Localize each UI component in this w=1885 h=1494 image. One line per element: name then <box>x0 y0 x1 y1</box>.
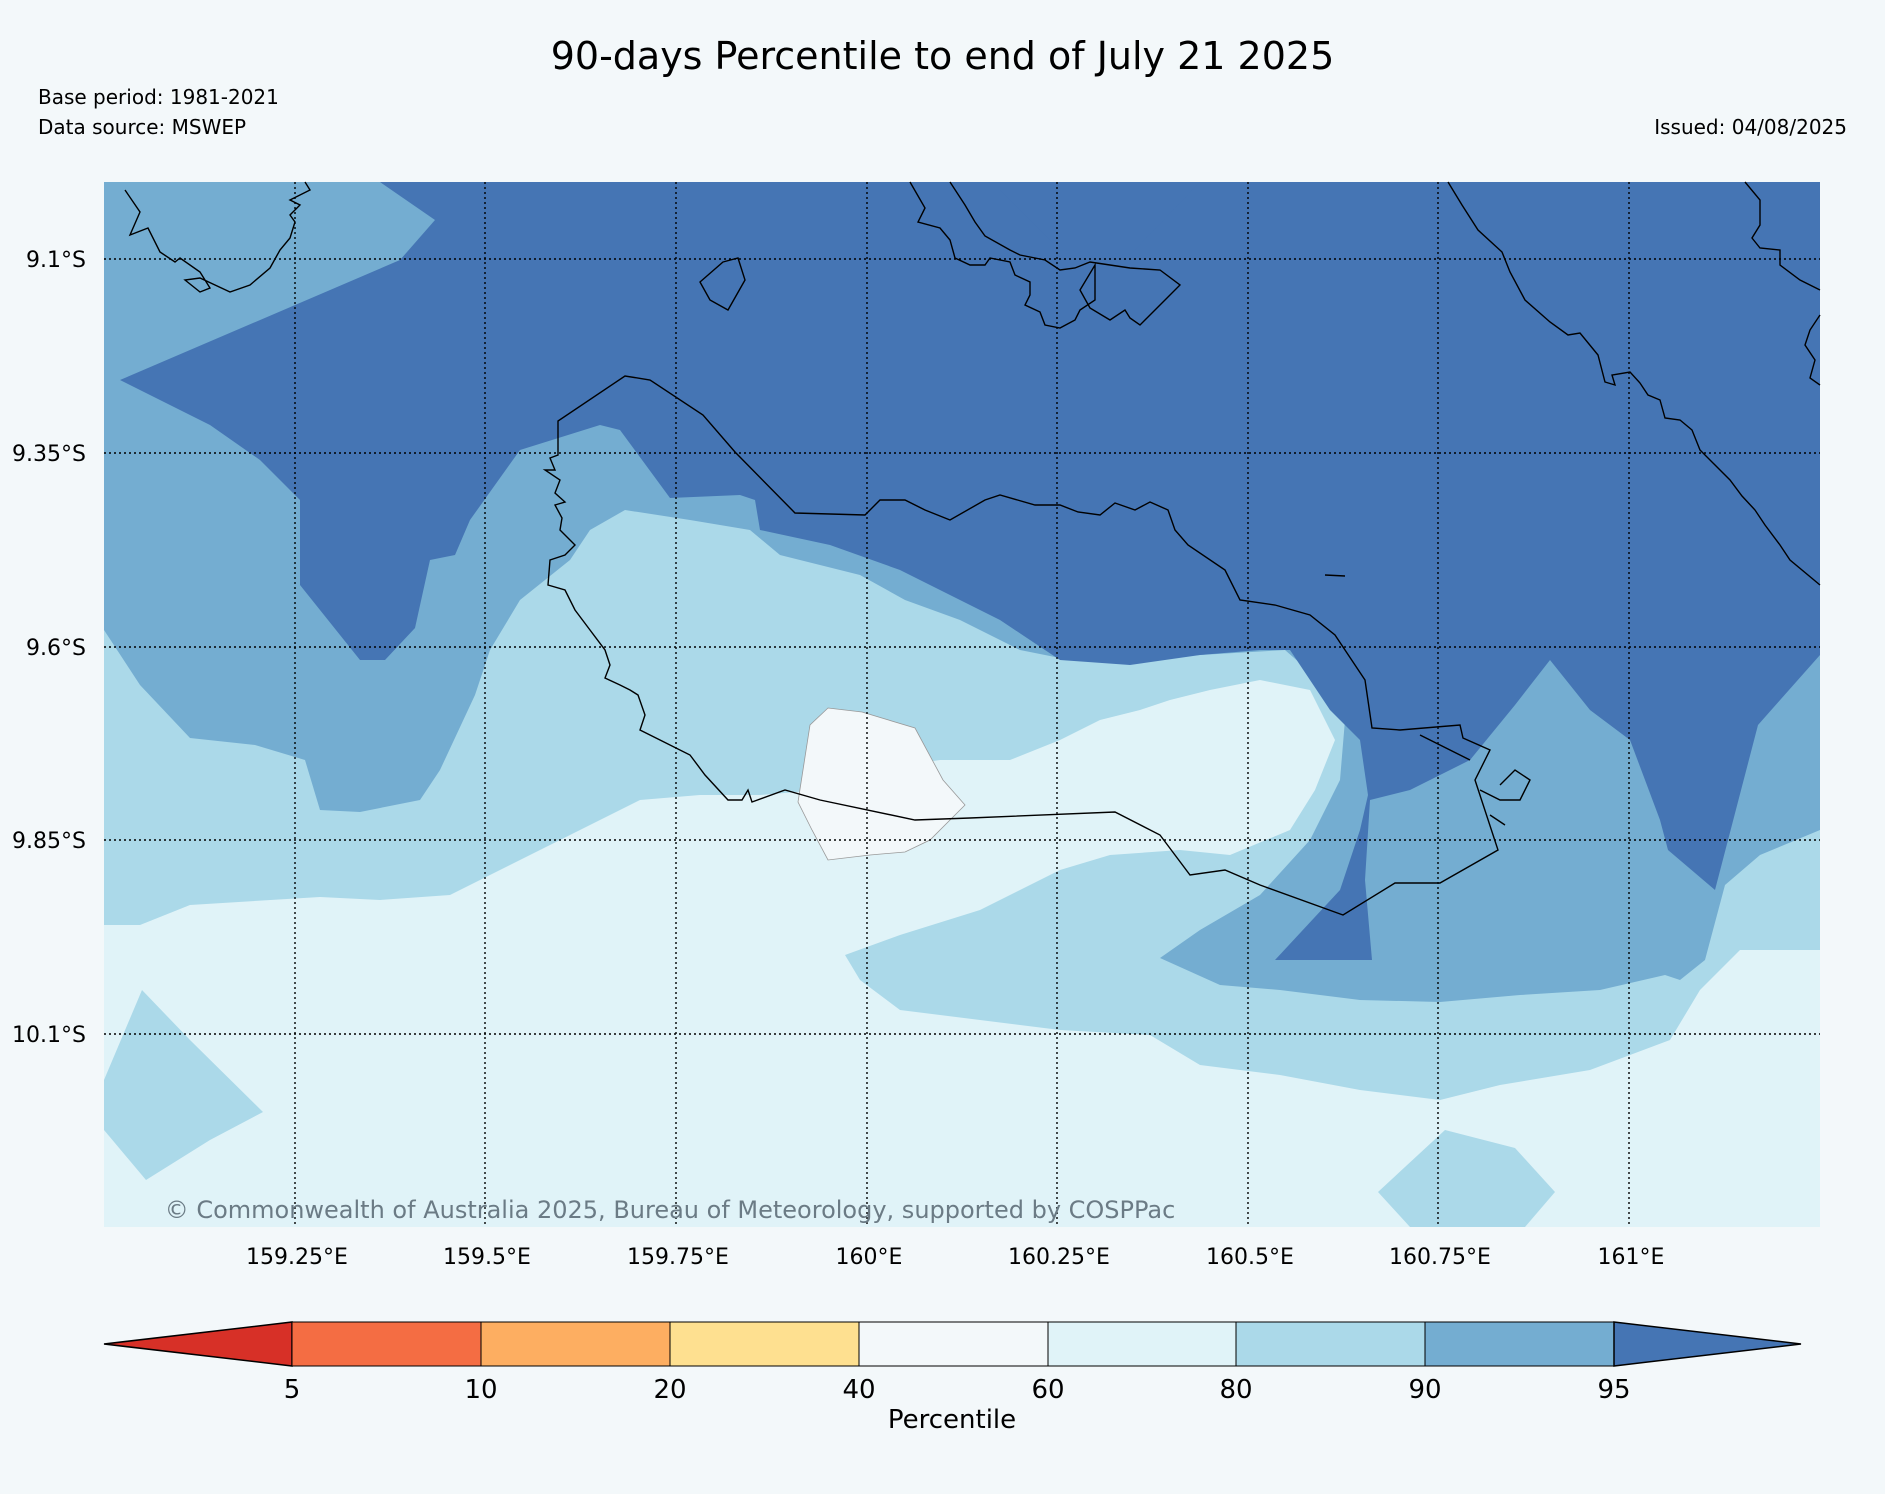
latitude-labels: 9.1°S 9.35°S 9.6°S 9.85°S 10.1°S <box>12 248 86 1048</box>
lat-label-9.6: 9.6°S <box>26 636 86 661</box>
coastline-northwest <box>124 181 312 293</box>
coastline-southeast-islets <box>1419 734 1531 826</box>
map-gridlines <box>104 182 1820 1227</box>
issued-date-text: Issued: 04/08/2025 <box>1654 115 1847 139</box>
longitude-labels: 159.25°E 159.5°E 159.75°E 160°E 160.25°E… <box>246 1245 1664 1270</box>
colorbar-segment-10-20 <box>480 1321 671 1367</box>
colorbar-tick-5: 5 <box>284 1375 301 1405</box>
colorbar-tick-90: 90 <box>1408 1375 1441 1405</box>
colorbar-tick-20: 20 <box>653 1375 686 1405</box>
lon-label-160.5: 160.5°E <box>1206 1245 1294 1270</box>
colorbar-extend-high <box>1613 1321 1802 1367</box>
colorbar-segment-40-60 <box>858 1321 1049 1367</box>
lat-label-9.35: 9.35°S <box>12 442 86 467</box>
contour-island-80-90-south <box>1378 1130 1555 1227</box>
lat-label-9.1: 9.1°S <box>26 248 86 273</box>
colorbar-extend-low <box>103 1321 293 1367</box>
colorbar-segment-5-10 <box>291 1321 482 1367</box>
contour-island-80-90-west <box>104 990 263 1180</box>
colorbar-segment-20-40 <box>669 1321 860 1367</box>
lon-label-161: 161°E <box>1598 1245 1665 1270</box>
coastline-savo-island <box>699 257 746 311</box>
base-period-text: Base period: 1981-2021 <box>38 85 279 109</box>
map-panel: © Commonwealth of Australia 2025, Bureau… <box>104 181 1821 1227</box>
lon-label-160.25: 160.25°E <box>1008 1245 1110 1270</box>
lon-label-159.25: 159.25°E <box>246 1245 348 1270</box>
lon-label-159.75: 159.75°E <box>627 1245 729 1270</box>
colorbar-segment-90-95 <box>1424 1321 1615 1367</box>
colorbar-tick-10: 10 <box>464 1375 497 1405</box>
colorbar-tick-60: 60 <box>1031 1375 1064 1405</box>
colorbar-tick-95: 95 <box>1597 1375 1630 1405</box>
lat-label-9.85: 9.85°S <box>12 829 86 854</box>
lon-label-160.75: 160.75°E <box>1389 1245 1491 1270</box>
colorbar-tick-40: 40 <box>842 1375 875 1405</box>
coastline-malaita <box>1447 181 1821 586</box>
lat-label-10.1: 10.1°S <box>12 1023 86 1048</box>
coastlines <box>124 181 1821 916</box>
colorbar-segment-60-80 <box>1047 1321 1237 1367</box>
map-metadata: Base period: 1981-2021 Data source: MSWE… <box>38 82 279 142</box>
colorbar-ticks: 5 10 20 40 60 80 90 95 <box>284 1375 1631 1405</box>
coastline-florida-islands <box>909 181 1182 329</box>
copyright-text: © Commonwealth of Australia 2025, Bureau… <box>165 1196 1176 1224</box>
contour-band-above-95 <box>120 182 1820 960</box>
map-title: 90-days Percentile to end of July 21 202… <box>550 34 1335 78</box>
data-source-text: Data source: MSWEP <box>38 115 247 139</box>
contour-patch-above-95-north <box>1000 182 1200 255</box>
contour-band-40-60 <box>797 707 966 861</box>
coastline-guadalcanal <box>542 375 1499 916</box>
lon-label-159.5: 159.5°E <box>443 1245 531 1270</box>
colorbar-tick-80: 80 <box>1219 1375 1252 1405</box>
coastline-small-islet <box>1324 574 1346 577</box>
colorbar-label: Percentile <box>888 1405 1016 1435</box>
lon-label-160: 160°E <box>836 1245 903 1270</box>
colorbar-segment-80-90 <box>1235 1321 1426 1367</box>
colorbar: 5 10 20 40 60 80 90 95 Percentile <box>103 1321 1802 1435</box>
